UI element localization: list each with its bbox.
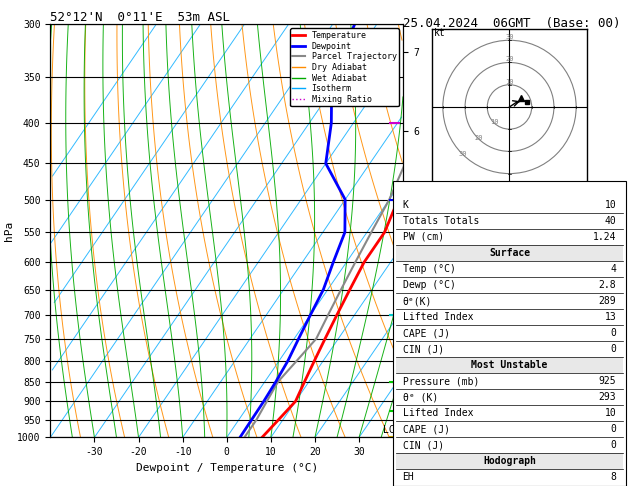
Text: kt: kt bbox=[434, 28, 446, 38]
Text: CIN (J): CIN (J) bbox=[403, 344, 443, 354]
Text: 2.8: 2.8 bbox=[599, 280, 616, 290]
Text: θᵉ (K): θᵉ (K) bbox=[403, 392, 438, 402]
Text: Lifted Index: Lifted Index bbox=[403, 312, 473, 322]
Text: 52°12'N  0°11'E  53m ASL: 52°12'N 0°11'E 53m ASL bbox=[50, 11, 230, 24]
Text: θᵉ(K): θᵉ(K) bbox=[403, 296, 432, 306]
Text: 293: 293 bbox=[599, 392, 616, 402]
Text: 40: 40 bbox=[604, 216, 616, 226]
Text: PW (cm): PW (cm) bbox=[403, 232, 443, 242]
Y-axis label: km
ASL: km ASL bbox=[421, 222, 443, 240]
Text: 0: 0 bbox=[611, 328, 616, 338]
Text: Totals Totals: Totals Totals bbox=[403, 216, 479, 226]
Text: Lifted Index: Lifted Index bbox=[403, 408, 473, 418]
Text: 25.04.2024  06GMT  (Base: 00): 25.04.2024 06GMT (Base: 00) bbox=[403, 17, 620, 30]
Text: 10: 10 bbox=[505, 79, 514, 85]
Text: CAPE (J): CAPE (J) bbox=[403, 424, 450, 434]
Text: © weatheronline.co.uk: © weatheronline.co.uk bbox=[403, 469, 526, 479]
Legend: Temperature, Dewpoint, Parcel Trajectory, Dry Adiabat, Wet Adiabat, Isotherm, Mi: Temperature, Dewpoint, Parcel Trajectory… bbox=[290, 29, 399, 106]
Text: 0: 0 bbox=[611, 424, 616, 434]
Text: Most Unstable: Most Unstable bbox=[471, 360, 548, 370]
Text: K: K bbox=[403, 200, 408, 210]
Text: EH: EH bbox=[403, 472, 415, 483]
Text: 0: 0 bbox=[611, 344, 616, 354]
Text: 20: 20 bbox=[505, 56, 514, 63]
Text: 289: 289 bbox=[599, 296, 616, 306]
Text: 8: 8 bbox=[611, 472, 616, 483]
Text: CIN (J): CIN (J) bbox=[403, 440, 443, 451]
Text: LCL: LCL bbox=[383, 425, 401, 435]
Text: 30: 30 bbox=[459, 151, 467, 156]
Text: 10: 10 bbox=[604, 200, 616, 210]
Text: 20: 20 bbox=[474, 135, 482, 141]
Text: 10: 10 bbox=[490, 120, 498, 125]
Text: 10: 10 bbox=[604, 408, 616, 418]
Text: Temp (°C): Temp (°C) bbox=[403, 264, 455, 274]
Text: Pressure (mb): Pressure (mb) bbox=[403, 376, 479, 386]
Text: Dewp (°C): Dewp (°C) bbox=[403, 280, 455, 290]
Text: 1.24: 1.24 bbox=[593, 232, 616, 242]
Text: 925: 925 bbox=[599, 376, 616, 386]
Text: Hodograph: Hodograph bbox=[483, 456, 536, 467]
Text: 0: 0 bbox=[611, 440, 616, 451]
Text: 13: 13 bbox=[604, 312, 616, 322]
Text: 4: 4 bbox=[611, 264, 616, 274]
X-axis label: Dewpoint / Temperature (°C): Dewpoint / Temperature (°C) bbox=[136, 463, 318, 473]
Y-axis label: hPa: hPa bbox=[4, 221, 14, 241]
Text: 30: 30 bbox=[505, 35, 514, 40]
Text: CAPE (J): CAPE (J) bbox=[403, 328, 450, 338]
Text: Surface: Surface bbox=[489, 248, 530, 258]
